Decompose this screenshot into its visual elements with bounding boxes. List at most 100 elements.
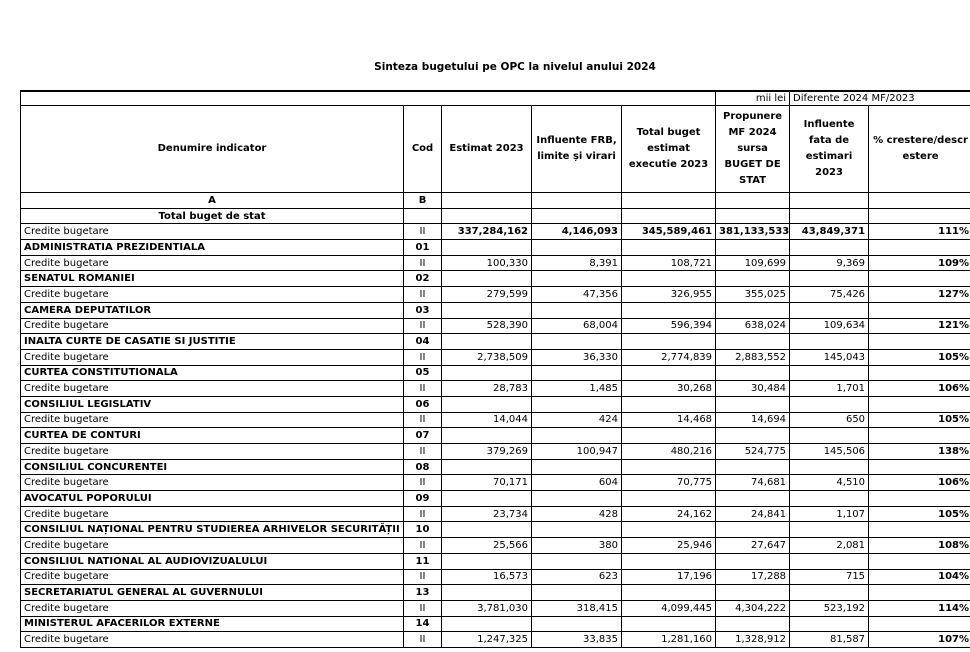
credit-label: Credite bugetare — [20, 631, 404, 648]
credit-code: II — [403, 568, 442, 586]
credit-label: Credite bugetare — [20, 254, 404, 272]
value: 528,390 — [441, 317, 532, 335]
credit-code: II — [403, 599, 442, 617]
cell — [868, 333, 970, 350]
entity-name: AVOCATUL POPORULUI — [20, 490, 404, 507]
credit-label: Credite bugetare — [20, 599, 404, 617]
value: 68,004 — [531, 317, 622, 335]
column-letter — [868, 192, 970, 209]
value: 8,391 — [531, 254, 622, 272]
cell — [620, 395, 717, 413]
cell — [441, 458, 532, 476]
value: 104% — [868, 568, 970, 586]
value: 604 — [531, 474, 622, 492]
cell — [531, 364, 622, 382]
cell — [715, 333, 791, 350]
value: 4,304,222 — [715, 599, 791, 617]
value: 345,589,461 — [620, 223, 717, 241]
value: 2,774,839 — [620, 348, 717, 366]
entity-code: 11 — [403, 552, 442, 570]
value: 108% — [868, 537, 970, 554]
credit-row: Credite bugetare II 1,247,325 33,835 1,281,1… — [20, 631, 970, 648]
value: 355,025 — [715, 286, 791, 303]
credit-row: Credite bugetare II 279,599 47,356 326,955 35… — [20, 286, 970, 303]
entity-code: 08 — [403, 458, 442, 476]
entity-row: CONSILIUL NAȚIONAL PENTRU STUDIEREA ARHI… — [20, 521, 970, 539]
credit-row: Credite bugetare II 28,783 1,485 30,268 30,48… — [20, 380, 970, 397]
credit-code: II — [403, 348, 442, 366]
credit-row: Credite bugetare II 16,573 623 17,196 17,288 7… — [20, 568, 970, 586]
value: 17,288 — [715, 568, 791, 586]
entity-row: CAMERA DEPUTATILOR 03 — [20, 301, 970, 319]
entity-name: CONSILIUL NATIONAL AL AUDIOVIZUALULUI — [20, 552, 404, 570]
column-header: Cod — [403, 105, 442, 193]
cell — [715, 458, 791, 476]
cell — [620, 270, 717, 288]
cell — [531, 207, 622, 225]
value: 105% — [868, 348, 970, 366]
value: 2,883,552 — [715, 348, 791, 366]
column-letter — [715, 192, 791, 209]
value: 523,192 — [789, 599, 870, 617]
value: 3,781,030 — [441, 599, 532, 617]
cell — [868, 270, 970, 288]
cell — [715, 239, 791, 256]
entity-name: CONSILIUL CONCURENTEI — [20, 458, 404, 476]
value: 81,587 — [789, 631, 870, 648]
cell — [620, 584, 717, 601]
value: 2,081 — [789, 537, 870, 554]
cell — [531, 584, 622, 601]
credit-code: II — [403, 254, 442, 272]
credit-label: Credite bugetare — [20, 411, 404, 429]
entity-row: CURTEA CONSTITUTIONALA 05 — [20, 364, 970, 382]
cell — [531, 427, 622, 444]
entity-name: CAMERA DEPUTATILOR — [20, 301, 404, 319]
cell — [403, 207, 442, 225]
value: 279,599 — [441, 286, 532, 303]
value: 100,947 — [531, 443, 622, 460]
value: 2,738,509 — [441, 348, 532, 366]
value: 638,024 — [715, 317, 791, 335]
value: 23,734 — [441, 505, 532, 523]
value: 47,356 — [531, 286, 622, 303]
cell — [531, 270, 622, 288]
value: 121% — [868, 317, 970, 335]
cell — [789, 521, 870, 539]
entity-row: CONSILIUL CONCURENTEI 08 — [20, 458, 970, 476]
value: 74,681 — [715, 474, 791, 492]
value: 25,946 — [620, 537, 717, 554]
entity-code: 05 — [403, 364, 442, 382]
value: 1,485 — [531, 380, 622, 397]
value: 379,269 — [441, 443, 532, 460]
cell — [441, 427, 532, 444]
credit-label: Credite bugetare — [20, 568, 404, 586]
cell — [789, 395, 870, 413]
value: 9,369 — [789, 254, 870, 272]
credit-code: II — [403, 286, 442, 303]
cell — [715, 364, 791, 382]
cell — [715, 301, 791, 319]
entity-code: 14 — [403, 615, 442, 633]
cell — [531, 239, 622, 256]
cell — [531, 301, 622, 319]
credit-code: II — [403, 474, 442, 492]
entity-row: ADMINISTRATIA PREZIDENTIALA 01 — [20, 239, 970, 256]
value: 114% — [868, 599, 970, 617]
entity-name: SENATUL ROMANIEI — [20, 270, 404, 288]
entity-name: CONSILIUL LEGISLATIV — [20, 395, 404, 413]
value: 4,146,093 — [531, 223, 622, 241]
cell — [868, 615, 970, 633]
value: 106% — [868, 474, 970, 492]
value: 145,506 — [789, 443, 870, 460]
credit-code: II — [403, 317, 442, 335]
cell — [868, 552, 970, 570]
entity-name: MINISTERUL AFACERILOR EXTERNE — [20, 615, 404, 633]
entity-row: CURTEA DE CONTURI 07 — [20, 427, 970, 444]
value: 30,484 — [715, 380, 791, 397]
total-label: Total buget de stat — [20, 207, 404, 225]
value: 1,328,912 — [715, 631, 791, 648]
column-header: Influente FRB, limite și virari — [531, 105, 622, 193]
value: 43,849,371 — [789, 223, 870, 241]
